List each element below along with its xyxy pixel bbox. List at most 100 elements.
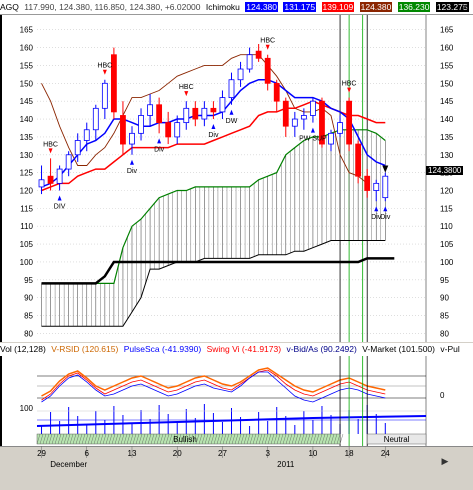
band-hatch	[177, 433, 182, 445]
band-hatch	[282, 433, 287, 445]
y-tick-left: 140	[20, 115, 34, 124]
buy-arrow	[383, 206, 388, 212]
band-hatch	[105, 433, 110, 445]
neutral-label: Neutral	[384, 435, 410, 444]
chart-bg	[0, 15, 473, 342]
band-hatch	[147, 433, 152, 445]
band-hatch	[75, 433, 80, 445]
y-tick-left: 110	[20, 222, 33, 231]
y-tick-right: 155	[440, 61, 454, 70]
buy-arrow	[157, 138, 162, 144]
bid-label: v-Bid/As (90.2492)	[286, 344, 357, 354]
y-tick-right: 85	[440, 312, 449, 321]
candle-body	[47, 175, 54, 184]
y-tick-left: 150	[20, 79, 34, 88]
y-tick-right: 100	[440, 258, 454, 267]
band-hatch	[312, 433, 317, 445]
value-3: 124.380	[359, 2, 393, 12]
candle-body	[219, 97, 226, 113]
band-hatch	[264, 433, 269, 445]
price-chart: 80 80 85 85 90 90 95 95 100 100 105 105 110 110 115 115…	[0, 15, 473, 342]
y-axis-bg	[426, 15, 473, 342]
market-line	[36, 415, 427, 427]
band-hatch	[171, 433, 176, 445]
band-hatch	[249, 433, 254, 445]
band-hatch	[126, 433, 131, 445]
y-tick-right: 160	[440, 44, 454, 53]
indicator-label: Ichimoku	[205, 2, 240, 12]
date-label: 13	[128, 449, 137, 458]
band-hatch	[111, 433, 116, 445]
y-tick-left: 120	[20, 187, 34, 196]
band-hatch	[138, 433, 143, 445]
lower-bg	[0, 356, 473, 446]
sell-arrow	[48, 148, 53, 154]
band-hatch	[294, 433, 299, 445]
senkou-b-line	[41, 240, 386, 327]
close-icon[interactable]: ✕	[461, 2, 469, 12]
band-hatch	[129, 433, 134, 445]
value-1: 131.175	[283, 2, 317, 12]
candle-body	[264, 57, 271, 84]
band-hatch	[327, 433, 332, 445]
candle-body	[346, 100, 353, 145]
band-hatch	[198, 433, 203, 445]
band-hatch	[78, 433, 83, 445]
buy-arrow	[310, 127, 315, 133]
y-tick-left: 155	[20, 61, 34, 70]
vrsid-label: V-RSID (120.615)	[51, 344, 119, 354]
pul-label: v-Pul	[440, 344, 460, 354]
band-hatch	[252, 433, 257, 445]
band-hatch	[333, 433, 338, 445]
band-hatch	[246, 433, 251, 445]
band-hatch	[234, 433, 239, 445]
band-hatch	[108, 433, 113, 445]
signal-label: Div	[380, 214, 391, 221]
band-hatch	[162, 433, 167, 445]
candle-body	[165, 122, 172, 138]
band-hatch	[102, 433, 107, 445]
band-hatch	[168, 433, 173, 445]
band-hatch	[84, 433, 89, 445]
y-tick-right: 80	[440, 329, 449, 338]
y-tick-right: 135	[440, 133, 454, 142]
y-tick-left: 125	[20, 169, 34, 178]
signal-label: DW	[226, 118, 238, 125]
buy-arrow	[229, 109, 234, 115]
date-label: 10	[308, 449, 317, 458]
indicator-chart: 100 0 Bullish Neutral	[0, 356, 473, 446]
band-hatch	[123, 433, 128, 445]
band-hatch	[156, 433, 161, 445]
band-hatch	[285, 433, 290, 445]
signal-label: Div	[371, 214, 382, 221]
band-hatch	[201, 433, 206, 445]
candle-body	[210, 107, 217, 113]
signal-label: HBC	[179, 84, 194, 91]
y-tick-left: 130	[20, 151, 34, 160]
y-tick-left: 80	[24, 329, 33, 338]
date-axis	[0, 446, 473, 471]
candle-body	[300, 115, 307, 120]
lower-panel-header: Vol (12,128) V-RSID (120.615) PulseSca (…	[0, 343, 473, 357]
band-hatch	[174, 433, 179, 445]
y-tick-right: 145	[440, 97, 454, 106]
band-hatch	[195, 433, 200, 445]
band-hatch	[330, 433, 335, 445]
signal-label: Div	[127, 168, 138, 175]
y-tick-right: 90	[440, 294, 449, 303]
band-hatch	[297, 433, 302, 445]
scroll-right-icon[interactable]: ▶	[441, 456, 449, 466]
pulse-label: PulseSca (-41.9390)	[123, 344, 202, 354]
band-hatch	[57, 433, 62, 445]
symbol-label: AGQ	[0, 2, 19, 12]
band-hatch	[306, 433, 311, 445]
band-hatch	[117, 433, 122, 445]
band-hatch	[273, 433, 278, 445]
candle-body	[38, 179, 45, 188]
band-hatch	[321, 433, 326, 445]
band-hatch	[141, 433, 146, 445]
y-tick-right: 120	[440, 187, 454, 196]
band-hatch	[339, 433, 344, 445]
band-hatch	[63, 433, 68, 445]
band-hatch	[60, 433, 65, 445]
